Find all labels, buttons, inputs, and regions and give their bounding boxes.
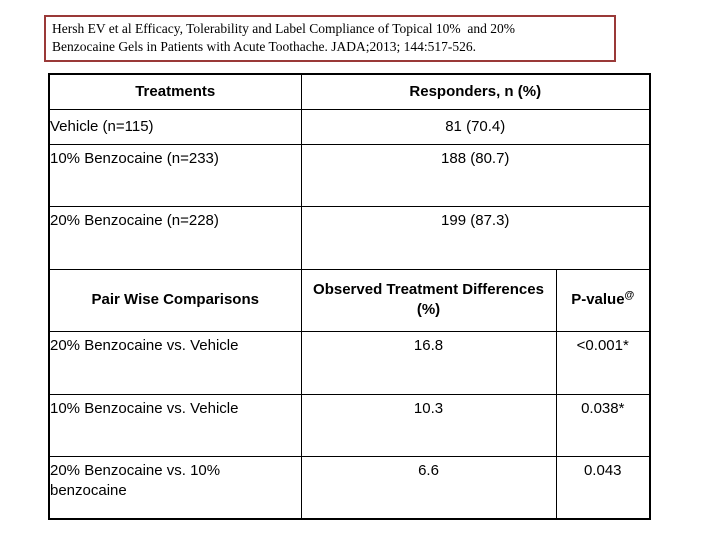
comparisons-column-header: Pair Wise Comparisons	[48, 268, 302, 332]
treatment-label: Vehicle (n=115)	[48, 108, 302, 145]
citation-line-2: Benzocaine Gels in Patients with Acute T…	[52, 38, 476, 54]
comparisons-header-row: Pair Wise Comparisons Observed Treatment…	[48, 268, 651, 332]
results-table: Treatments Responders, n (%) Vehicle (n=…	[48, 73, 651, 520]
treatment-label: 10% Benzocaine (n=233)	[48, 143, 302, 207]
treatments-column-header: Treatments	[48, 73, 302, 110]
table-row-10pct-benzocaine: 10% Benzocaine (n=233) 188 (80.7)	[48, 143, 651, 207]
treatment-label: 20% Benzocaine (n=228)	[48, 206, 302, 270]
responders-column-header: Responders, n (%)	[300, 73, 651, 110]
pvalue-header-superscript: @	[624, 290, 635, 302]
difference-value: 10.3	[300, 393, 557, 457]
responders-value: 188 (80.7)	[300, 143, 651, 207]
table-row-vehicle: Vehicle (n=115) 81 (70.4)	[48, 108, 651, 145]
citation-box: Hersh EV et al Efficacy, Tolerability an…	[44, 15, 616, 62]
difference-value: 6.6	[300, 456, 557, 520]
comparison-label: 20% Benzocaine vs. 10% benzocaine	[48, 456, 302, 520]
pvalue-value: 0.038*	[555, 393, 651, 457]
pvalue-value: 0.043	[555, 456, 651, 520]
table-row-20pct-vs-10pct: 20% Benzocaine vs. 10% benzocaine 6.6 0.…	[48, 456, 651, 520]
responders-value: 199 (87.3)	[300, 206, 651, 270]
table-row-10pct-vs-vehicle: 10% Benzocaine vs. Vehicle 10.3 0.038*	[48, 393, 651, 457]
table-row-20pct-benzocaine: 20% Benzocaine (n=228) 199 (87.3)	[48, 206, 651, 270]
pvalue-value: <0.001*	[555, 331, 651, 395]
difference-value: 16.8	[300, 331, 557, 395]
pvalue-header-text: P-value	[571, 291, 625, 309]
citation-line-1: Hersh EV et al Efficacy, Tolerability an…	[52, 21, 515, 36]
pvalue-column-header: P-value@	[555, 268, 651, 332]
comparison-label: 20% Benzocaine vs. Vehicle	[48, 331, 302, 395]
comparison-label: 10% Benzocaine vs. Vehicle	[48, 393, 302, 457]
treatments-header-row: Treatments Responders, n (%)	[48, 73, 651, 110]
differences-column-header: Observed Treatment Differences (%)	[300, 268, 557, 332]
responders-value: 81 (70.4)	[300, 108, 651, 145]
table-row-20pct-vs-vehicle: 20% Benzocaine vs. Vehicle 16.8 <0.001*	[48, 331, 651, 395]
